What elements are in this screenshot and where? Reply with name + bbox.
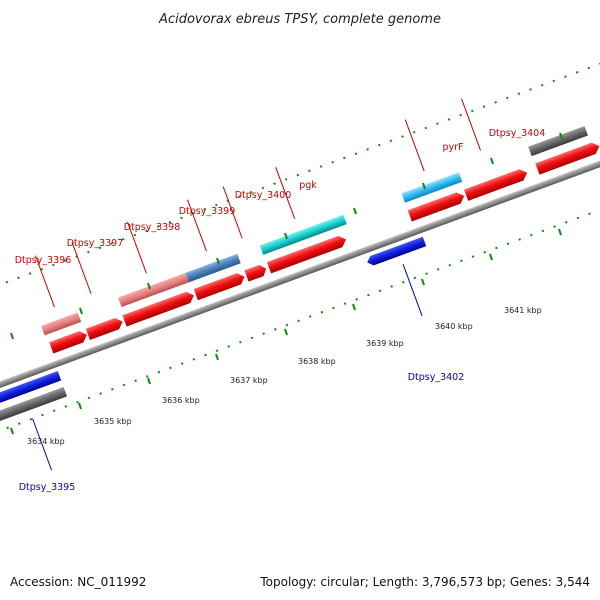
coordinate-label: 3637 kbp	[230, 376, 268, 385]
cds-arrow-pyrF	[407, 192, 465, 222]
cds-arrow-dtpsy_3399	[193, 273, 245, 301]
outer-dotted-ruler	[0, 61, 600, 305]
ruler-major-ticks	[10, 132, 563, 435]
genome-summary: Topology: circular; Length: 3,796,573 bp…	[259, 575, 590, 589]
coordinate-label: 3639 kbp	[366, 339, 404, 348]
outer-tick	[10, 332, 14, 340]
inner-tick	[284, 328, 288, 336]
inner-tick	[421, 278, 425, 286]
gene-label-dtpsy_3396: Dtpsy_3396	[15, 255, 72, 266]
pointer-dtpsy_3397	[71, 241, 92, 294]
gene-feature-dtpsy_3395	[0, 386, 68, 424]
forward-label-pointers	[34, 98, 482, 308]
pointer-dtpsy_3395	[32, 418, 53, 471]
inner-tick	[352, 303, 356, 311]
cds-arrow-dtpsy_3402	[367, 236, 427, 266]
inner-tick	[558, 228, 562, 236]
inner-tick	[489, 253, 493, 261]
pointer-dtpsy_3400	[222, 186, 243, 239]
gene-label-dtpsy_3400: Dtpsy_3400	[235, 190, 292, 201]
coordinate-label: 3641 kbp	[504, 306, 542, 315]
coordinate-labels: 3634 kbp 3635 kbp 3636 kbp 3637 kbp 3638…	[27, 306, 542, 446]
pointer-dtpsy_3398	[126, 221, 147, 274]
outer-tick	[490, 157, 494, 165]
cds-arrow-dtpsy_3398	[122, 291, 194, 327]
outer-tick	[284, 232, 288, 240]
coordinate-label: 3640 kbp	[435, 322, 473, 331]
gene-label-dtpsy_3395: Dtpsy_3395	[19, 482, 76, 493]
gene-feature-dtpsy_3398	[118, 272, 191, 308]
feature-genes-track	[41, 126, 588, 336]
outer-tick	[559, 132, 563, 140]
reverse-gene-labels: Dtpsy_3395 Dtpsy_3402	[19, 372, 465, 493]
reverse-label-pointers	[32, 264, 423, 471]
outer-tick	[216, 257, 220, 265]
coordinate-label: 3638 kbp	[298, 357, 336, 366]
forward-gene-labels: Dtpsy_3396 Dtpsy_3397 Dtpsy_3398 Dtpsy_3…	[15, 128, 546, 266]
cds-arrow-dtpsy_3395	[0, 371, 62, 409]
gene-label-dtpsy_3398: Dtpsy_3398	[124, 222, 181, 233]
pointer-pgk	[275, 167, 296, 220]
pointer-dtpsy_3396	[34, 255, 55, 308]
gene-label-dtpsy_3404: Dtpsy_3404	[489, 128, 546, 139]
backbone-highlight	[0, 147, 600, 390]
cds-arrow-dtpsy_3396	[49, 331, 87, 354]
outer-ruler-dots	[0, 61, 600, 305]
genome-backbone	[0, 147, 600, 395]
gene-label-dtpsy_3402: Dtpsy_3402	[408, 372, 465, 383]
inner-tick	[78, 402, 82, 410]
outer-tick	[353, 207, 357, 215]
cds-arrow-dtpsy_3404	[464, 169, 528, 201]
gene-feature-pgk	[259, 214, 347, 255]
map-title: Acidovorax ebreus TPSY, complete genome	[158, 12, 441, 27]
gene-label-pyrF: pyrF	[442, 142, 463, 153]
inner-tick	[10, 427, 14, 435]
outer-tick	[422, 182, 426, 190]
cds-arrow-right-edge	[535, 142, 600, 175]
pointer-dtpsy_3399	[187, 199, 207, 252]
inner-ruler-dots	[0, 189, 600, 434]
pointer-dtpsy_3402	[402, 264, 423, 317]
outer-tick	[79, 307, 83, 315]
pointer-dtpsy_3404	[461, 98, 482, 151]
gene-feature-pyrF	[401, 172, 463, 203]
gene-label-pgk: pgk	[299, 180, 317, 191]
pointer-pyrF	[404, 119, 425, 172]
reverse-cds-track	[0, 236, 427, 424]
inner-dotted-ruler	[0, 189, 600, 434]
backbone-bar	[0, 147, 600, 395]
coordinate-label: 3635 kbp	[94, 417, 132, 426]
inner-tick	[147, 377, 151, 385]
inner-tick	[215, 353, 219, 361]
cds-arrow-pgk	[266, 235, 346, 274]
cds-arrow-dtpsy_3397	[85, 318, 123, 340]
cds-arrow-dtpsy_3400	[244, 264, 267, 282]
gene-feature-gray-right	[528, 126, 588, 157]
gene-label-dtpsy_3397: Dtpsy_3397	[67, 238, 124, 249]
outer-tick	[147, 282, 151, 290]
forward-cds-track	[49, 142, 600, 354]
gene-label-dtpsy_3399: Dtpsy_3399	[179, 206, 236, 217]
gene-feature-dtpsy_3396	[41, 312, 82, 336]
accession-text: Accession: NC_011992	[10, 575, 146, 589]
genome-track	[0, 61, 600, 471]
gene-feature-dtpsy_3399	[185, 253, 241, 283]
coordinate-label: 3636 kbp	[162, 396, 200, 405]
coordinate-label: 3634 kbp	[27, 437, 65, 446]
